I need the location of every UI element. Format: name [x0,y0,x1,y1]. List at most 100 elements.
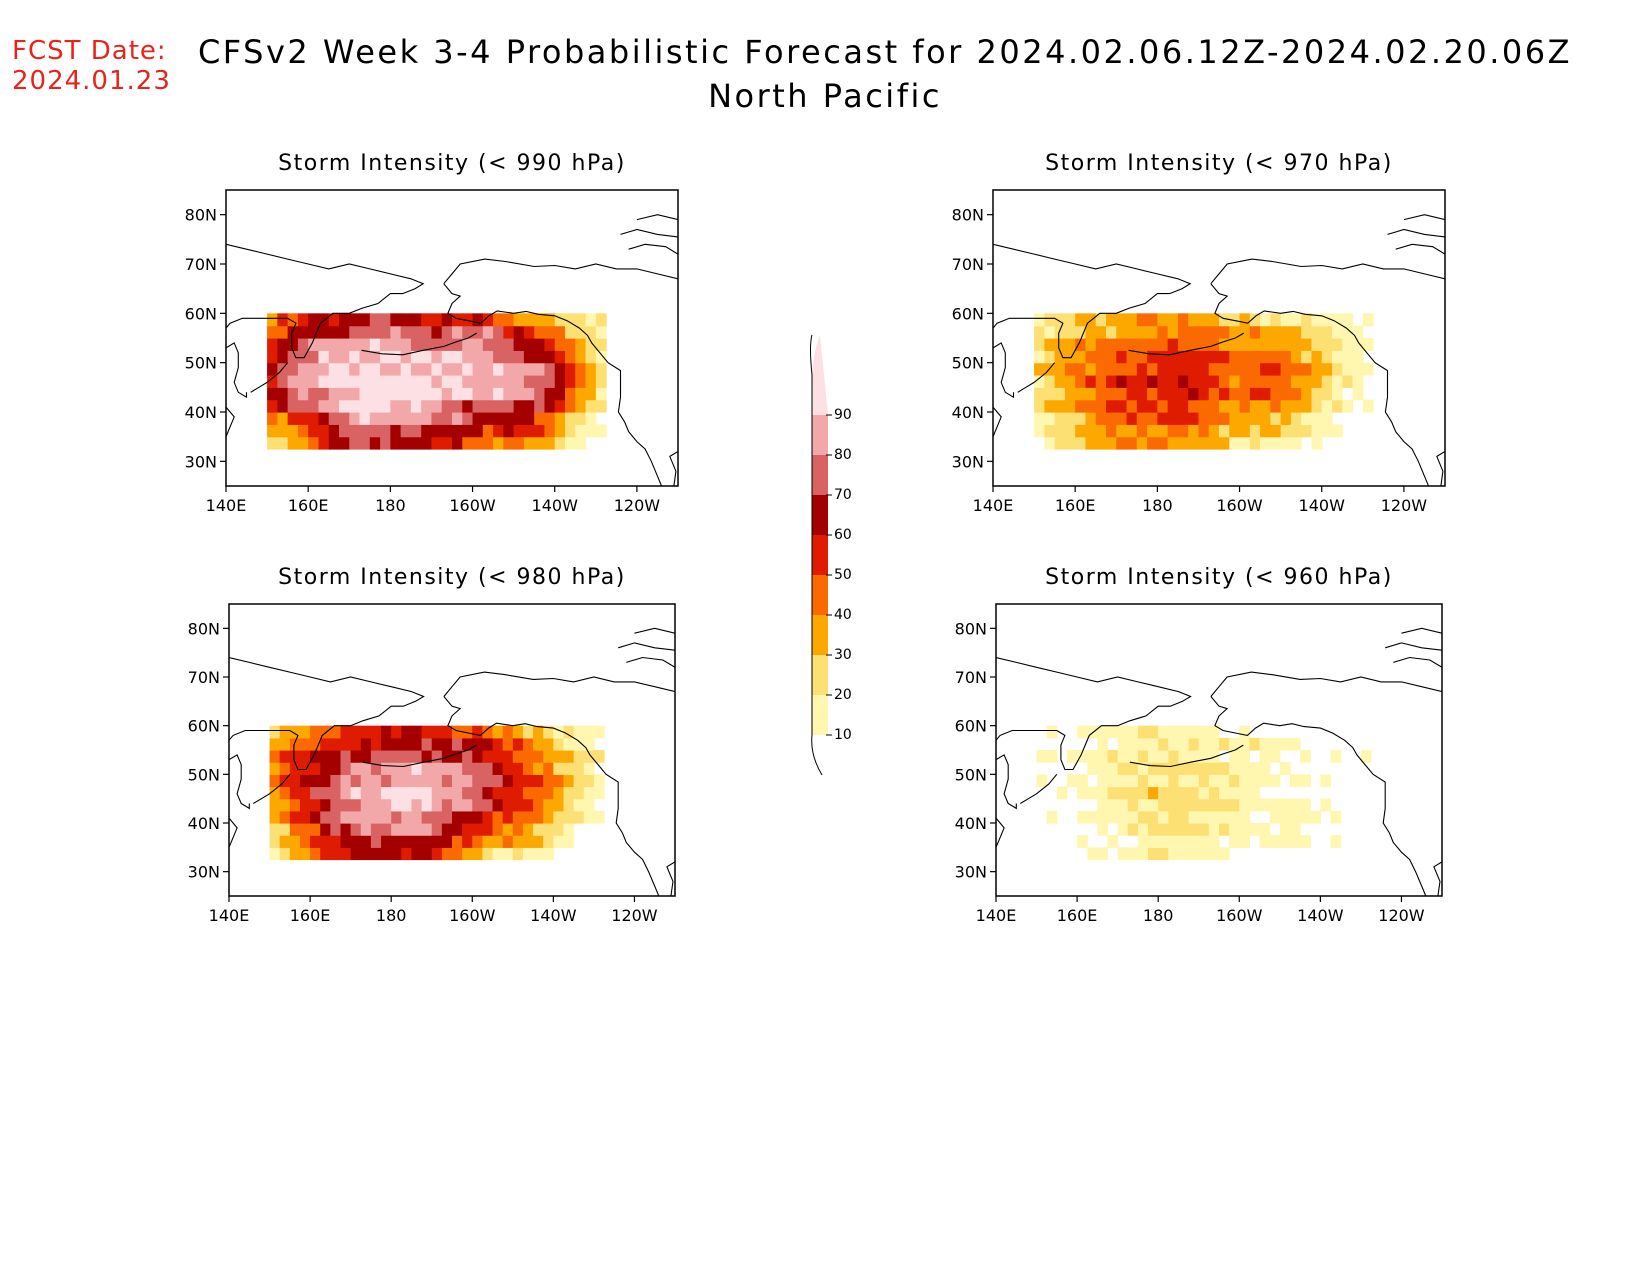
prob-cell [1168,762,1180,775]
prob-cell [380,338,391,351]
prob-cell [267,387,278,401]
prob-cell [1219,338,1230,351]
coastline [996,817,1005,849]
prob-cell [1126,387,1138,401]
prob-cell [595,399,607,413]
prob-cell [1117,750,1129,763]
prob-cell [1219,412,1230,425]
prob-cell [289,737,301,751]
prob-cell [462,424,474,438]
prob-cell [269,725,281,739]
prob-cell [543,762,554,775]
prob-cell [462,823,473,836]
prob-cell [1289,810,1301,824]
prob-cell [401,786,413,800]
prob-cell [1270,375,1282,388]
prob-cell [277,436,289,450]
prob-cell [553,725,565,739]
prob-cell [1332,338,1343,351]
prob-cell [1259,823,1271,836]
prob-cell [411,847,423,861]
prob-cell [421,750,433,763]
legend-swatch [812,495,828,535]
prob-cell [1046,750,1058,763]
prob-cell [1117,810,1129,824]
prob-cell [523,313,535,327]
prob-cell [1219,774,1230,788]
prob-cell [431,387,443,401]
prob-cell [431,786,443,800]
prob-cell [1085,362,1097,376]
prob-cell [482,350,494,364]
prob-cell [1127,725,1139,739]
prob-cell [1289,798,1301,812]
prob-cell [534,338,546,351]
prob-cell [289,750,301,763]
prob-cell [1290,375,1302,388]
prob-cell [1239,798,1251,812]
prob-cell [503,325,515,339]
prob-cell [340,786,352,800]
prob-cell [1168,750,1180,763]
prob-cell [1167,350,1179,364]
prob-cell [1290,399,1302,413]
panel-960-hpa: Storm Intensity (< 960 hPa) 140E 160E 180 16… [955,565,1443,925]
prob-cell [1208,774,1220,788]
prob-cell [1188,847,1200,861]
prob-cell [381,847,392,861]
prob-cell [1178,762,1190,775]
prob-cell [1177,387,1189,401]
x-tick-label: 160W [449,906,496,925]
prob-cell [523,350,535,364]
prob-cell [1077,774,1088,788]
prob-cell [482,786,494,800]
prob-cell [277,424,289,438]
prob-cell [318,387,330,401]
prob-cell [534,362,546,376]
prob-cell [380,313,391,327]
prob-cell [441,725,453,739]
prob-cell [523,436,535,450]
prob-cell [1188,835,1200,848]
y-tick-label: 70N [955,668,987,687]
prob-cell [401,798,413,812]
prob-cell [1249,786,1261,800]
panel-title: Storm Intensity (< 990 hPa) [278,151,626,176]
prob-cell [1188,725,1200,739]
prob-cell [1116,375,1128,388]
prob-cell [575,362,587,376]
prob-cell [277,338,289,351]
coastline [996,754,1017,810]
prob-cell [359,375,371,388]
legend-label: 80 [834,447,852,463]
prob-cell [1147,399,1158,413]
legend-label: 60 [834,527,852,543]
prob-cell [1289,774,1301,788]
prob-cell [441,375,453,388]
prob-cell [431,774,443,788]
prob-cell [533,786,544,800]
prob-cell [1097,750,1109,763]
prob-cell [330,762,342,775]
prob-cell [360,786,372,800]
prob-cell [1260,412,1271,425]
prob-cell [269,810,281,824]
prob-cell [493,412,504,425]
prob-cell [1270,399,1282,413]
prob-cell [370,725,382,739]
prob-cell [553,786,565,800]
prob-cell [421,835,433,848]
coastline [1387,228,1445,238]
prob-cell [1229,399,1241,413]
prob-cell [318,424,330,438]
prob-cell [472,436,484,450]
prob-cell [1137,762,1149,775]
prob-cell [1158,847,1169,861]
prob-cell [390,412,402,425]
prob-cell [1270,338,1282,351]
prob-cell [1117,737,1129,751]
prob-cell [1157,387,1169,401]
prob-cell [492,750,504,763]
prob-cell [593,786,605,800]
prob-cell [595,350,607,364]
